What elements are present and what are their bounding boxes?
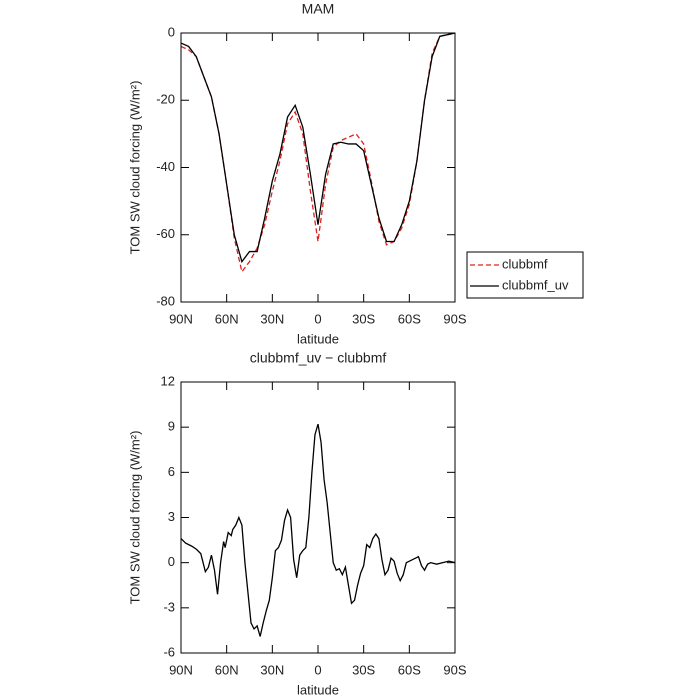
y-axis-label: TOM SW cloud forcing (W/m²) [127, 431, 142, 605]
y-tick-label: 9 [168, 419, 175, 434]
legend-box [466, 251, 584, 299]
plot-frame [180, 32, 456, 303]
x-tick-label: 60N [215, 311, 239, 326]
y-tick-label: 0 [168, 24, 175, 39]
x-tick-label: 30N [260, 662, 284, 677]
x-tick-label: 30N [260, 311, 284, 326]
y-tick-label: -3 [163, 599, 175, 614]
x-tick-label: 30S [352, 662, 375, 677]
x-axis-label: latitude [297, 682, 339, 697]
y-tick-label: -40 [156, 159, 175, 174]
y-tick-label: 12 [161, 373, 175, 388]
x-tick-label: 60S [398, 311, 421, 326]
y-tick-label: 3 [168, 509, 175, 524]
y-axis-label: TOM SW cloud forcing (W/m²) [127, 81, 142, 255]
x-tick-label: 0 [314, 662, 321, 677]
legend-label: clubbmf_uv [502, 277, 569, 292]
data-line [180, 32, 456, 264]
x-tick-label: 30S [352, 311, 375, 326]
y-tick-label: -6 [163, 644, 175, 659]
x-tick-label: 90S [443, 311, 466, 326]
x-tick-label: 90N [169, 311, 193, 326]
data-line [180, 423, 456, 637]
x-tick-label: 90S [443, 662, 466, 677]
y-tick-label: 6 [168, 464, 175, 479]
x-tick-label: 90N [169, 662, 193, 677]
y-tick-label: -60 [156, 226, 175, 241]
x-tick-label: 0 [314, 311, 321, 326]
x-axis-label: latitude [297, 331, 339, 346]
y-tick-label: -20 [156, 92, 175, 107]
legend-label: clubbmf [502, 256, 548, 271]
plot-frame [180, 381, 456, 654]
chart-title: clubbmf_uv − clubbmf [250, 350, 387, 366]
data-line [180, 32, 456, 274]
y-tick-label: -80 [156, 293, 175, 308]
chart-title: MAM [302, 1, 335, 17]
x-tick-label: 60N [215, 662, 239, 677]
x-tick-label: 60S [398, 662, 421, 677]
y-tick-label: 0 [168, 554, 175, 569]
